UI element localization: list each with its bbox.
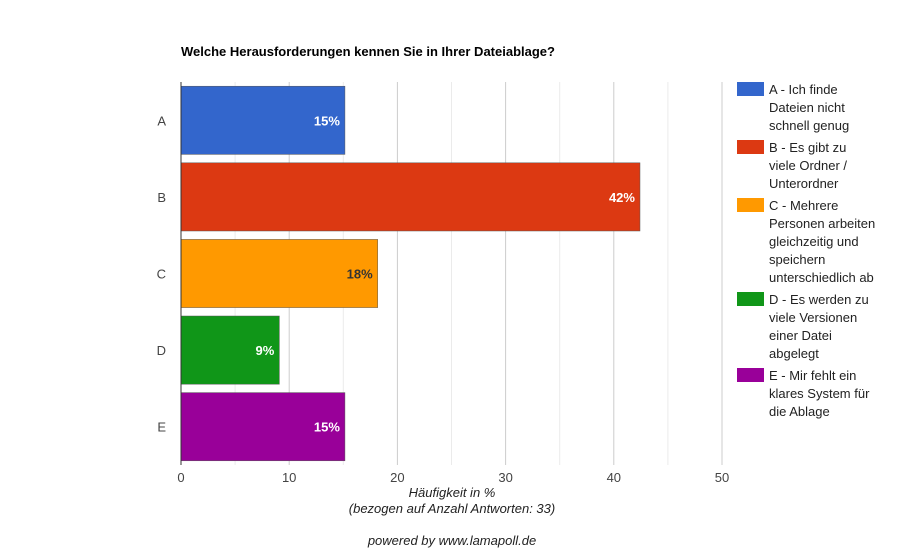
x-tick-label: 50 — [715, 470, 729, 485]
data-label-a: 15% — [314, 113, 340, 128]
x-tick-label: 10 — [282, 470, 296, 485]
legend-swatch-b — [737, 140, 764, 154]
legend-label-d[interactable]: D - Es werden zu viele Versionen einer Dat… — [769, 292, 869, 361]
legend-label-c[interactable]: C - Mehrere Personen arbeiten gleichzeitig… — [769, 198, 875, 285]
bar-b[interactable] — [181, 163, 640, 231]
data-label-c: 18% — [347, 267, 373, 282]
x-axis-title: Häufigkeit in % — [409, 485, 496, 500]
legend-label-e[interactable]: E - Mir fehlt ein klares System für die Ab… — [769, 368, 870, 419]
y-tick-label-e: E — [157, 420, 166, 435]
y-tick-label-a: A — [157, 113, 166, 128]
x-axis-subtitle: (bezogen auf Anzahl Antworten: 33) — [349, 501, 555, 516]
legend-swatch-c — [737, 198, 764, 212]
powered-by-footer: powered by www.lamapoll.de — [367, 533, 536, 548]
data-label-e: 15% — [314, 420, 340, 435]
legend: A - Ich finde Dateien nicht schnell genug B… — [737, 82, 875, 419]
y-tick-label-c: C — [157, 267, 166, 282]
data-label-b: 42% — [609, 190, 635, 205]
data-label-d: 9% — [256, 343, 275, 358]
chart-title: Welche Herausforderungen kennen Sie in I… — [181, 44, 555, 59]
x-tick-label: 0 — [177, 470, 184, 485]
x-tick-label: 20 — [390, 470, 404, 485]
y-tick-label-b: B — [157, 190, 166, 205]
legend-swatch-a — [737, 82, 764, 96]
x-tick-label: 40 — [607, 470, 621, 485]
legend-swatch-e — [737, 368, 764, 382]
bars: 15% 42% 18% 9% 15% — [181, 86, 640, 461]
legend-swatch-d — [737, 292, 764, 306]
x-tick-label: 30 — [498, 470, 512, 485]
legend-label-b[interactable]: B - Es gibt zu viele Ordner / Unterordner — [769, 140, 847, 191]
legend-label-a[interactable]: A - Ich finde Dateien nicht schnell genug — [769, 82, 849, 133]
y-tick-label-d: D — [157, 343, 166, 358]
